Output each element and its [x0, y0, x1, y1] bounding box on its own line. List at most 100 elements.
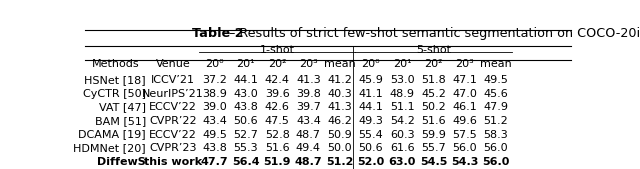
Text: 47.7: 47.7 — [201, 157, 228, 167]
Text: 39.7: 39.7 — [296, 102, 321, 112]
Text: 39.8: 39.8 — [296, 89, 321, 99]
Text: Methods: Methods — [92, 59, 140, 69]
Text: CVPR’22: CVPR’22 — [149, 116, 197, 126]
Text: 51.9: 51.9 — [264, 157, 291, 167]
Text: 20³: 20³ — [455, 59, 474, 69]
Text: DiffewS: DiffewS — [97, 157, 146, 167]
Text: 54.5: 54.5 — [420, 157, 447, 167]
Text: 50.9: 50.9 — [327, 130, 352, 140]
Text: 41.2: 41.2 — [327, 75, 352, 85]
Text: 20²: 20² — [424, 59, 443, 69]
Text: 51.6: 51.6 — [421, 116, 445, 126]
Text: BAM [51]: BAM [51] — [95, 116, 146, 126]
Text: 20²: 20² — [268, 59, 287, 69]
Text: – Results of strict few-shot semantic segmentation on COCO-20i.: – Results of strict few-shot semantic se… — [225, 27, 640, 40]
Text: 45.6: 45.6 — [484, 89, 508, 99]
Text: 20⁰: 20⁰ — [362, 59, 380, 69]
Text: DCAMA [19]: DCAMA [19] — [78, 130, 146, 140]
Text: 49.6: 49.6 — [452, 116, 477, 126]
Text: 37.2: 37.2 — [202, 75, 227, 85]
Text: 20³: 20³ — [299, 59, 318, 69]
Text: 5-shot: 5-shot — [416, 45, 451, 55]
Text: 58.3: 58.3 — [484, 130, 508, 140]
Text: 48.9: 48.9 — [390, 89, 415, 99]
Text: 20⁰: 20⁰ — [205, 59, 224, 69]
Text: 52.0: 52.0 — [357, 157, 385, 167]
Text: 54.2: 54.2 — [390, 116, 415, 126]
Text: Table 2: Table 2 — [191, 27, 243, 40]
Text: 59.9: 59.9 — [421, 130, 446, 140]
Text: 43.8: 43.8 — [234, 102, 259, 112]
Text: 56.4: 56.4 — [232, 157, 260, 167]
Text: 49.5: 49.5 — [202, 130, 227, 140]
Text: 43.4: 43.4 — [202, 116, 227, 126]
Text: 47.5: 47.5 — [265, 116, 289, 126]
Text: 42.4: 42.4 — [265, 75, 290, 85]
Text: this work: this work — [144, 157, 202, 167]
Text: 50.6: 50.6 — [358, 143, 383, 153]
Text: 51.2: 51.2 — [484, 116, 508, 126]
Text: mean: mean — [480, 59, 512, 69]
Text: HDMNet [20]: HDMNet [20] — [74, 143, 146, 153]
Text: 55.3: 55.3 — [234, 143, 258, 153]
Text: 40.3: 40.3 — [327, 89, 352, 99]
Text: 42.6: 42.6 — [265, 102, 289, 112]
Text: 43.0: 43.0 — [234, 89, 259, 99]
Text: 51.8: 51.8 — [421, 75, 446, 85]
Text: 51.6: 51.6 — [265, 143, 289, 153]
Text: 46.1: 46.1 — [452, 102, 477, 112]
Text: 43.4: 43.4 — [296, 116, 321, 126]
Text: Venue: Venue — [156, 59, 190, 69]
Text: 47.0: 47.0 — [452, 89, 477, 99]
Text: 38.9: 38.9 — [202, 89, 227, 99]
Text: 20¹: 20¹ — [393, 59, 412, 69]
Text: 41.3: 41.3 — [327, 102, 352, 112]
Text: 56.0: 56.0 — [452, 143, 477, 153]
Text: 44.1: 44.1 — [234, 75, 259, 85]
Text: CVPR’23: CVPR’23 — [149, 143, 196, 153]
Text: 39.0: 39.0 — [202, 102, 227, 112]
Text: 53.0: 53.0 — [390, 75, 415, 85]
Text: 45.2: 45.2 — [421, 89, 446, 99]
Text: 51.2: 51.2 — [326, 157, 353, 167]
Text: 55.4: 55.4 — [358, 130, 383, 140]
Text: 50.0: 50.0 — [327, 143, 352, 153]
Text: 1-shot: 1-shot — [260, 45, 294, 55]
Text: mean: mean — [324, 59, 356, 69]
Text: 57.5: 57.5 — [452, 130, 477, 140]
Text: 55.7: 55.7 — [421, 143, 446, 153]
Text: 47.9: 47.9 — [483, 102, 508, 112]
Text: 44.1: 44.1 — [358, 102, 383, 112]
Text: 47.1: 47.1 — [452, 75, 477, 85]
Text: 39.6: 39.6 — [265, 89, 289, 99]
Text: 52.7: 52.7 — [234, 130, 259, 140]
Text: 41.1: 41.1 — [358, 89, 383, 99]
Text: 49.3: 49.3 — [358, 116, 383, 126]
Text: 49.5: 49.5 — [483, 75, 508, 85]
Text: 56.0: 56.0 — [484, 143, 508, 153]
Text: 52.8: 52.8 — [265, 130, 289, 140]
Text: ECCV’22: ECCV’22 — [149, 102, 197, 112]
Text: 45.9: 45.9 — [358, 75, 383, 85]
Text: CyCTR [50]: CyCTR [50] — [83, 89, 146, 99]
Text: 41.3: 41.3 — [296, 75, 321, 85]
Text: 43.8: 43.8 — [202, 143, 227, 153]
Text: 20¹: 20¹ — [237, 59, 255, 69]
Text: ECCV’22: ECCV’22 — [149, 130, 197, 140]
Text: 54.3: 54.3 — [451, 157, 478, 167]
Text: VAT [47]: VAT [47] — [99, 102, 146, 112]
Text: 50.2: 50.2 — [421, 102, 446, 112]
Text: HSNet [18]: HSNet [18] — [84, 75, 146, 85]
Text: NeurIPS’21: NeurIPS’21 — [142, 89, 204, 99]
Text: 46.2: 46.2 — [327, 116, 352, 126]
Text: 56.0: 56.0 — [482, 157, 509, 167]
Text: 49.4: 49.4 — [296, 143, 321, 153]
Text: ICCV’21: ICCV’21 — [151, 75, 195, 85]
Text: 60.3: 60.3 — [390, 130, 415, 140]
Text: 48.7: 48.7 — [296, 130, 321, 140]
Text: 50.6: 50.6 — [234, 116, 258, 126]
Text: 51.1: 51.1 — [390, 102, 415, 112]
Text: 48.7: 48.7 — [294, 157, 322, 167]
Text: 61.6: 61.6 — [390, 143, 415, 153]
Text: 63.0: 63.0 — [388, 157, 416, 167]
